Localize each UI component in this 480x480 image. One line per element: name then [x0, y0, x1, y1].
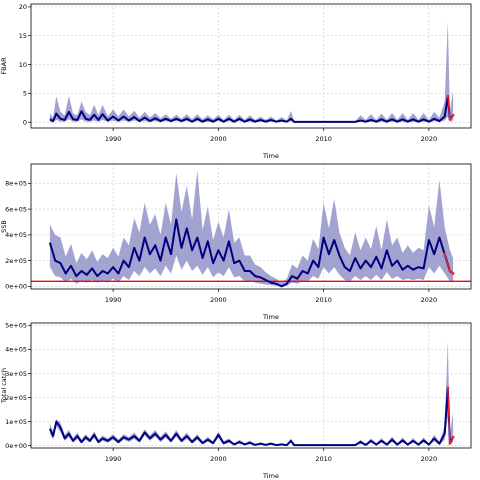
y-tick-label: 4e+05 — [5, 231, 27, 239]
y-tick-label: 20 — [19, 3, 27, 11]
x-tick-label: 2010 — [315, 135, 332, 143]
y-axis-label: Total catch — [0, 368, 8, 404]
y-tick-label: 3e+05 — [5, 370, 27, 378]
x-tick-label: 2020 — [421, 296, 438, 304]
plot-frame — [30, 3, 472, 129]
uncertainty-band — [49, 341, 454, 446]
forecast-point — [446, 94, 450, 98]
median-line — [49, 95, 454, 123]
x-tick-label: 1990 — [105, 296, 122, 304]
x-tick-label: 2000 — [210, 135, 227, 143]
plot-frame — [30, 322, 472, 449]
y-tick-label: 4e+05 — [5, 346, 27, 354]
plot-frame — [30, 163, 472, 290]
x-axis-label: Time — [262, 313, 279, 321]
y-axis-label: SSB — [0, 220, 8, 233]
y-tick-label: 15 — [19, 32, 27, 40]
y-tick-label: 0e+00 — [5, 442, 27, 450]
forecast-point — [448, 441, 452, 445]
forecast-point — [448, 269, 452, 273]
median-line — [48, 386, 454, 447]
forecast-point — [443, 252, 447, 256]
y-tick-label: 5e+05 — [5, 322, 27, 330]
x-tick-label: 1990 — [105, 455, 122, 463]
x-tick-label: 2000 — [210, 296, 227, 304]
x-tick-label: 2010 — [315, 296, 332, 304]
y-tick-label: 10 — [19, 61, 27, 69]
x-tick-label: 2020 — [421, 455, 438, 463]
panel-3: 1990 2000 2010 2020 0e+00 1e+05 2e+05 3e+05 4e+0… — [0, 322, 472, 480]
x-axis-label: Time — [262, 472, 279, 480]
y-tick-label: 0 — [23, 119, 27, 127]
y-tick-label: 2e+05 — [5, 257, 27, 265]
uncertainty-band — [49, 170, 454, 287]
panel-2: 1990 2000 2010 2020 0e+00 2e+05 4e+05 6e+05 8e+0… — [0, 163, 472, 321]
y-tick-label: 2e+05 — [5, 394, 27, 402]
y-tick-label: 8e+05 — [5, 180, 27, 188]
uncertainty-band — [49, 21, 454, 123]
forecast-point — [451, 113, 455, 117]
forecast-point — [451, 435, 455, 439]
forecast-point — [446, 386, 450, 390]
y-tick-label: 1e+05 — [5, 418, 27, 426]
x-tick-label: 1990 — [105, 135, 122, 143]
x-tick-label: 2020 — [421, 135, 438, 143]
median-line — [48, 218, 454, 288]
y-tick-label: 5 — [23, 90, 27, 98]
y-tick-label: 0e+00 — [5, 283, 27, 291]
forecast-point — [448, 117, 452, 121]
x-axis-label: Time — [262, 152, 279, 160]
panel-1: 1990 2000 2010 2020 0 5 10 15 20 Time FBAR — [0, 3, 472, 160]
y-axis-label: FBAR — [0, 57, 8, 75]
y-tick-label: 6e+05 — [5, 205, 27, 213]
x-tick-label: 2000 — [210, 455, 227, 463]
x-tick-label: 2010 — [315, 455, 332, 463]
forecast-point — [451, 272, 455, 275]
